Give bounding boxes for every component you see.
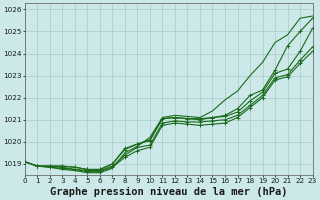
X-axis label: Graphe pression niveau de la mer (hPa): Graphe pression niveau de la mer (hPa): [50, 187, 287, 197]
